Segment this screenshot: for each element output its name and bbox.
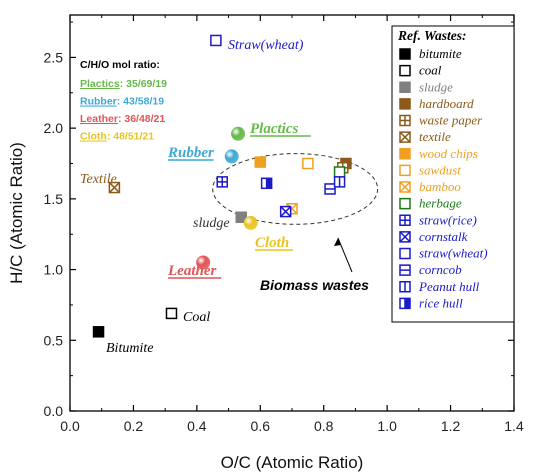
legend-marker-sludge (399, 81, 411, 93)
point-sludge (235, 211, 248, 223)
mol-ratio-heading: C/H/O mol ratio: (80, 59, 160, 71)
legend-label-bamboo: bamboo (419, 179, 461, 194)
legend-marker-corncob (399, 264, 411, 276)
point-wood-chips (254, 156, 267, 168)
legend-label-coal: coal (419, 63, 442, 78)
point-sawdust (302, 157, 314, 170)
legend-marker-bamboo (399, 181, 411, 193)
legend-marker-herbage (399, 197, 411, 210)
y-tick-label: 1.5 (44, 191, 64, 207)
legend-marker-straw-wheat- (399, 247, 411, 260)
legend-label-wood-chips: wood chips (419, 146, 478, 161)
x-tick-label: 0.0 (60, 418, 80, 434)
legend-title: Ref. Wastes: (397, 28, 467, 43)
point-straw-rice- (216, 176, 228, 188)
legend-marker-coal (399, 64, 411, 77)
y-tick-label: 1.0 (44, 262, 64, 278)
legend-marker-hardboard (399, 98, 411, 110)
x-tick-label: 0.4 (187, 418, 207, 434)
biomass-ellipse (212, 153, 379, 225)
point-cornstalk (279, 205, 292, 218)
point-herbage (333, 166, 346, 178)
x-tick-label: 0.6 (251, 418, 271, 434)
legend-label-textile: textile (419, 129, 451, 144)
bio-label-rubber: Rubber (167, 145, 214, 161)
point-bitumite (92, 326, 105, 338)
mol-ratio-plactics: Plactics: 35/69/19 (80, 78, 167, 90)
mol-ratio-rubber: Rubber: 43/58/19 (80, 96, 164, 108)
mol-ratio-leather: Leather: 36/48/21 (80, 113, 165, 125)
y-tick-label: 0.0 (44, 403, 64, 419)
legend-marker-straw-rice- (399, 214, 411, 226)
annot-textile: Textile (80, 172, 117, 187)
legend-marker-bitumite (399, 48, 411, 60)
point-bio-cloth (243, 215, 258, 230)
point-coal (165, 307, 178, 320)
x-axis-title: O/C (Atomic Ratio) (221, 453, 364, 472)
point-bio-plactics (231, 126, 246, 141)
legend-label-waste-paper: waste paper (419, 113, 483, 128)
legend-marker-wood-chips (399, 148, 411, 160)
point-peanut-hull (333, 176, 346, 188)
legend-marker-peanut-hull (399, 281, 411, 293)
mol-ratio-cloth: Cloth: 48/51/21 (80, 131, 154, 143)
y-tick-label: 2.5 (44, 49, 64, 65)
y-tick-label: 2.0 (44, 120, 64, 136)
legend-label-sludge: sludge (419, 79, 453, 94)
legend-marker-sawdust (399, 164, 411, 177)
y-tick-label: 0.5 (44, 332, 64, 348)
legend-marker-waste-paper (399, 114, 411, 127)
legend-label-straw-wheat-: straw(wheat) (419, 246, 488, 261)
annot-bitumite: Bitumite (106, 341, 153, 356)
legend-label-hardboard: hardboard (419, 96, 474, 111)
x-tick-label: 0.2 (124, 418, 144, 434)
legend-label-sawdust: sawdust (419, 162, 461, 177)
annot-sludge: sludge (193, 216, 230, 231)
legend-marker-rice-hull (399, 297, 411, 310)
y-axis-title: H/C (Atomic Ratio) (7, 142, 26, 284)
legend-label-bitumite: bitumite (419, 46, 462, 61)
legend-label-cornstalk: cornstalk (419, 229, 468, 244)
point-bio-rubber (224, 149, 239, 164)
point-straw-wheat- (210, 34, 222, 47)
x-tick-label: 0.8 (314, 418, 334, 434)
bio-label-leather: Leather (167, 263, 216, 279)
x-tick-label: 1.0 (377, 418, 397, 434)
point-textile (108, 181, 121, 194)
legend-box (391, 25, 515, 323)
annot-biomass-wastes: Biomass wastes (260, 277, 369, 293)
legend-marker-cornstalk (399, 231, 411, 243)
point-bio-leather (196, 255, 211, 270)
annot-coal: Coal (183, 310, 210, 325)
bio-label-plactics: Plactics (250, 121, 298, 137)
legend-label-rice-hull: rice hull (419, 295, 463, 310)
biomass-arrowhead (334, 238, 341, 246)
annot-straw-wheat: Straw(wheat) (228, 38, 304, 53)
point-corncob (324, 183, 336, 195)
legend-marker-textile (399, 131, 411, 143)
point-rice-hull (260, 177, 273, 190)
legend-label-corncob: corncob (419, 262, 462, 277)
legend-label-straw-rice-: straw(rice) (419, 212, 477, 227)
x-tick-label: 1.2 (441, 418, 461, 434)
x-tick-label: 1.4 (504, 418, 524, 434)
legend-label-peanut-hull: Peanut hull (418, 279, 480, 294)
legend-label-herbage: herbage (419, 196, 462, 211)
bio-label-cloth: Cloth (255, 235, 289, 251)
